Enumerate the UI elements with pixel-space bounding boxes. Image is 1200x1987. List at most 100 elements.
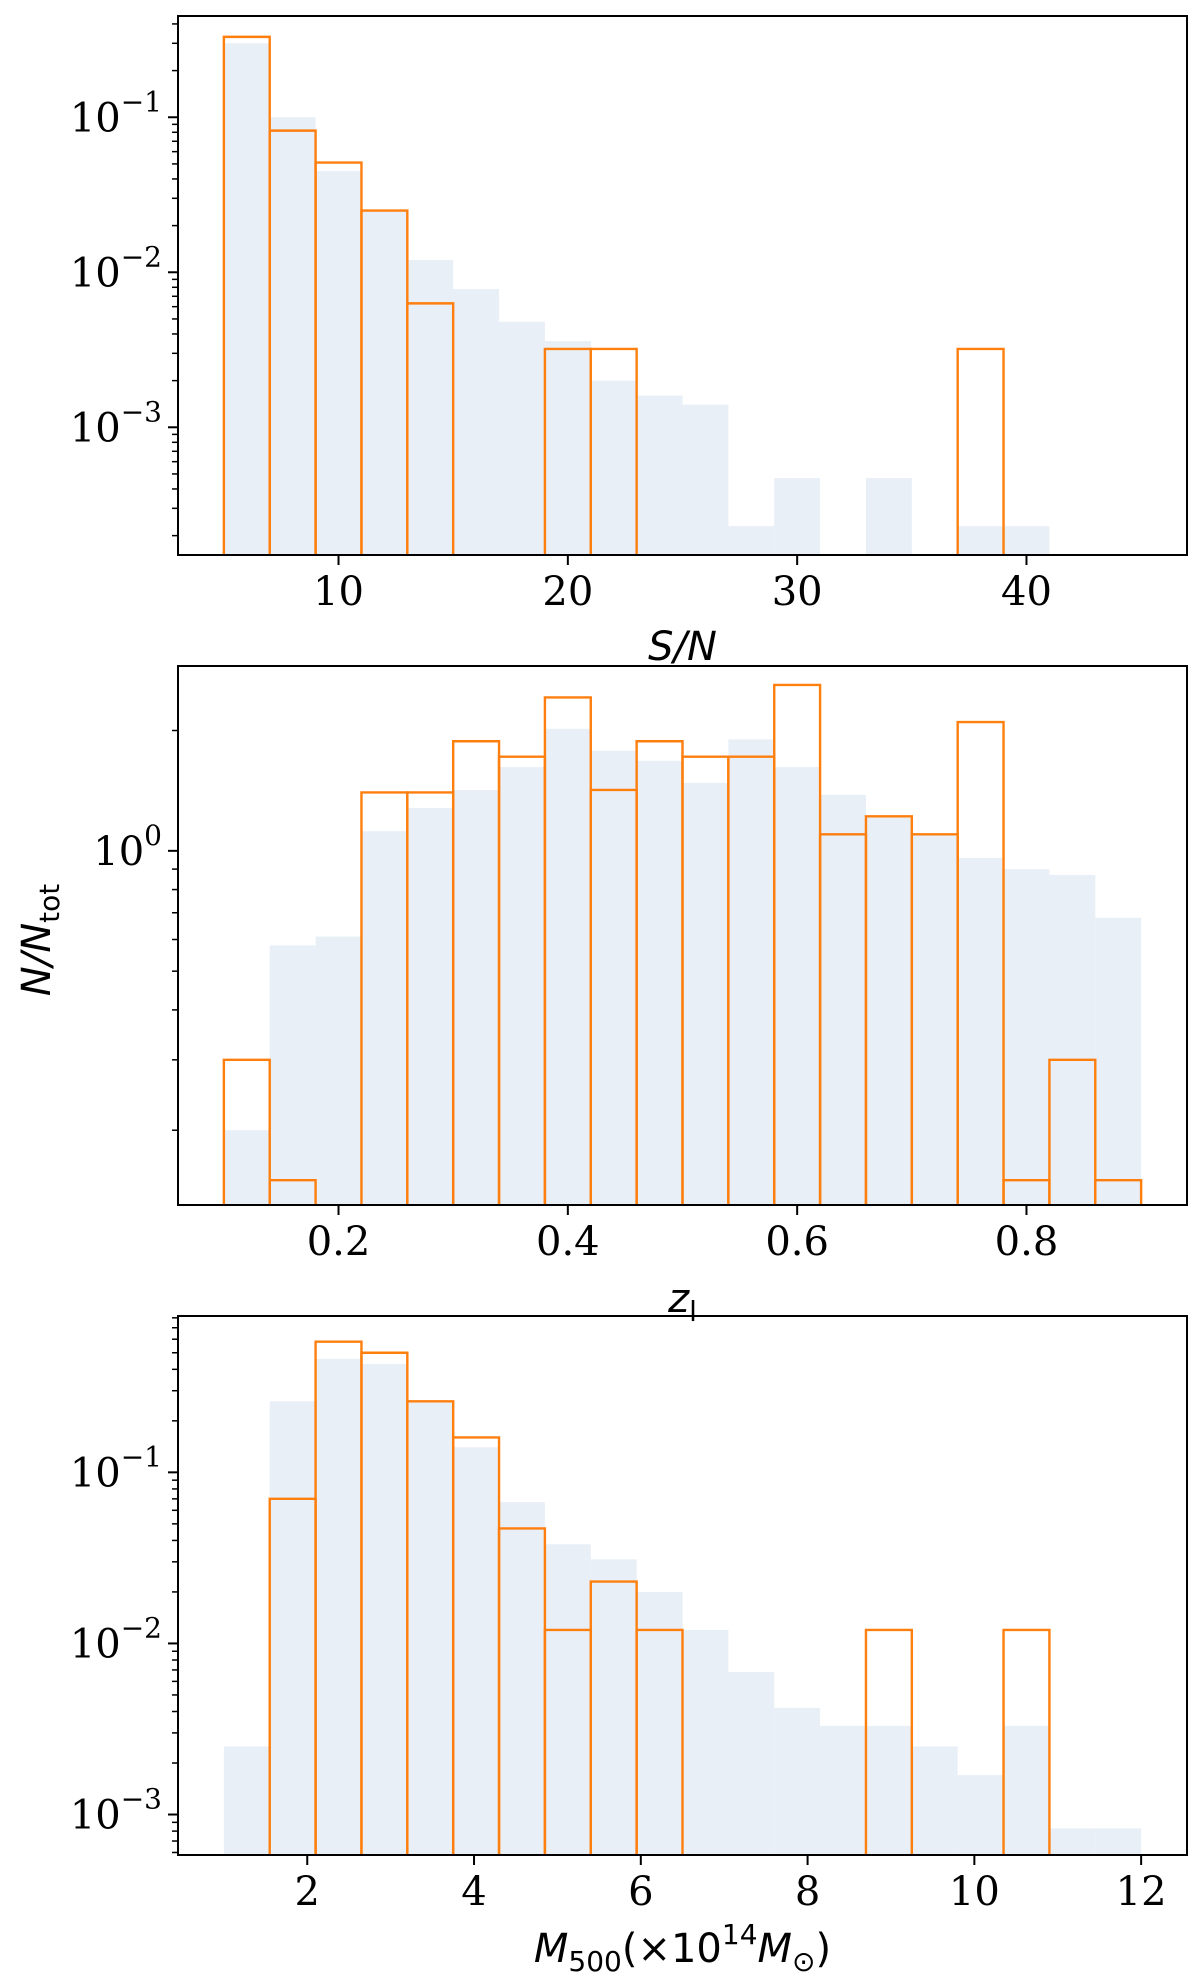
- x-tick-label: 20: [542, 569, 593, 615]
- filled-bar: [728, 739, 775, 1205]
- filled-bar: [315, 936, 362, 1205]
- y-tick-label: 10−3: [70, 1783, 162, 1839]
- filled-bar: [636, 395, 683, 555]
- x-tick-label: 6: [628, 1869, 653, 1915]
- x-tick-label: 30: [772, 569, 823, 615]
- filled-bar: [957, 857, 1004, 1205]
- filled-bar: [499, 321, 545, 555]
- step-bar: [1002, 1628, 1051, 1855]
- filled-bar: [911, 834, 958, 1205]
- filled-bar: [1003, 526, 1050, 555]
- filled-bar: [728, 526, 775, 555]
- filled-bar: [453, 789, 500, 1205]
- y-axis-label: N/Ntot: [14, 884, 66, 996]
- filled-bar: [865, 1725, 912, 1855]
- filled-bar: [223, 1746, 270, 1855]
- filled-bar: [682, 782, 729, 1205]
- filled-bar: [865, 478, 912, 555]
- filled-bar: [499, 1502, 545, 1855]
- x-tick-label: 10: [949, 1869, 1000, 1915]
- y-tick-label: 100: [93, 819, 162, 875]
- step-bar: [1094, 1178, 1143, 1205]
- filled-bar: [269, 117, 316, 555]
- filled-bar: [453, 1447, 500, 1855]
- plot-area: [222, 35, 1050, 555]
- filled-bar: [590, 380, 637, 555]
- filled-bar: [636, 760, 683, 1205]
- filled-bar: [544, 728, 591, 1205]
- y-tick-label: 10−2: [70, 1611, 162, 1667]
- x-tick-label: 4: [461, 1869, 486, 1915]
- filled-bar: [957, 526, 1004, 555]
- x-axis-label: M500(×1014M⊙): [534, 1918, 831, 1978]
- axes-frame: [177, 15, 1188, 556]
- filled-bar: [820, 794, 866, 1205]
- filled-bar: [682, 404, 729, 555]
- filled-bar: [1095, 1828, 1142, 1855]
- step-bar: [1048, 1058, 1097, 1205]
- filled-bar: [407, 807, 454, 1205]
- filled-bar: [590, 750, 637, 1205]
- x-tick-label: 40: [1001, 569, 1052, 615]
- filled-bar: [682, 1629, 729, 1855]
- panel-redshift: 0.2 0.4 0.6 0.8 100 zl: [93, 665, 1188, 1328]
- y-tick-label: 10−3: [70, 395, 162, 451]
- panel-signal-to-noise: 10 20 30 40 10−1 10−2 10−3 S/N: [70, 15, 1188, 670]
- y-tick-label: 10−1: [70, 1440, 162, 1496]
- filled-bar: [957, 1775, 1004, 1855]
- x-tick-label: 0.2: [307, 1219, 371, 1265]
- step-bar: [635, 1628, 684, 1855]
- filled-bar: [1095, 917, 1142, 1205]
- step-bar: [956, 347, 1005, 555]
- filled-bar: [361, 210, 408, 555]
- x-tick-label: 0.4: [536, 1219, 600, 1265]
- filled-bar: [315, 1358, 362, 1855]
- x-tick-label: 0.6: [765, 1219, 829, 1265]
- x-tick-label: 10: [313, 569, 364, 615]
- axes-frame: [177, 1315, 1188, 1856]
- x-tick-label: 8: [795, 1869, 820, 1915]
- y-tick-label: 10−2: [70, 240, 162, 296]
- filled-bar: [820, 1725, 866, 1855]
- x-tick-label: 0.8: [995, 1219, 1059, 1265]
- filled-bar: [728, 1672, 775, 1855]
- x-tick-label: 12: [1116, 1869, 1167, 1915]
- step-bar: [589, 347, 638, 555]
- axes-frame: [177, 665, 1188, 1206]
- step-bar: [406, 302, 455, 555]
- filled-bar: [774, 1707, 821, 1855]
- filled-bar: [774, 478, 821, 555]
- x-axis-label: S/N: [648, 624, 717, 670]
- filled-bar: [499, 767, 545, 1205]
- filled-bar: [1049, 875, 1096, 1205]
- plot-area: [222, 683, 1143, 1205]
- filled-bar: [407, 259, 454, 555]
- filled-bar: [1003, 1725, 1050, 1855]
- panel-mass: 2 4 6 8 10 12 10−1 10−2 10−3 M500(×1014M⊙): [70, 1315, 1188, 1978]
- step-bar: [268, 1178, 317, 1205]
- filled-bar: [1003, 869, 1050, 1205]
- filled-bar: [636, 1591, 683, 1855]
- plot-area: [223, 1340, 1142, 1855]
- y-tick-label: 10−1: [70, 85, 162, 141]
- filled-bar: [865, 816, 912, 1205]
- filled-bar: [544, 341, 591, 555]
- filled-bar: [544, 1544, 591, 1855]
- filled-bar: [453, 288, 500, 555]
- filled-bar: [1049, 1828, 1096, 1855]
- filled-bar: [361, 831, 408, 1205]
- filled-bar: [269, 945, 316, 1205]
- filled-bar: [223, 43, 270, 555]
- filled-bar: [407, 1401, 454, 1855]
- filled-bar: [223, 1130, 270, 1205]
- filled-bar: [590, 1559, 637, 1855]
- step-bar: [222, 1058, 271, 1205]
- filled-bar: [774, 767, 821, 1205]
- filled-bar: [315, 171, 362, 555]
- step-bar: [956, 720, 1005, 1205]
- x-tick-label: 2: [295, 1869, 320, 1915]
- filled-bar: [269, 1401, 316, 1855]
- step-bar: [864, 1628, 914, 1855]
- x-axis-label: zl: [667, 1276, 697, 1328]
